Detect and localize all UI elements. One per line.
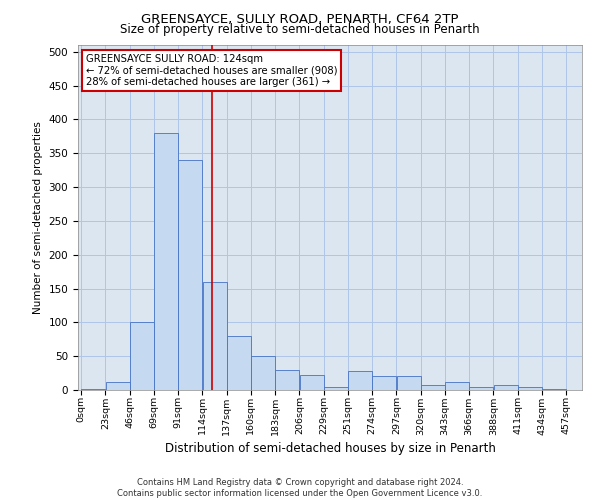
Bar: [299, 375, 323, 390]
Bar: [445, 382, 469, 390]
Bar: [106, 382, 130, 390]
Bar: [154, 133, 178, 390]
Bar: [324, 386, 348, 390]
Bar: [130, 322, 154, 390]
Text: GREENSAYCE SULLY ROAD: 124sqm
← 72% of semi-detached houses are smaller (908)
28: GREENSAYCE SULLY ROAD: 124sqm ← 72% of s…: [86, 54, 337, 87]
Bar: [542, 388, 566, 390]
Bar: [348, 371, 372, 390]
Bar: [178, 160, 202, 390]
Y-axis label: Number of semi-detached properties: Number of semi-detached properties: [33, 121, 43, 314]
Bar: [227, 336, 251, 390]
Bar: [421, 384, 445, 390]
Bar: [251, 356, 275, 390]
Text: Contains HM Land Registry data © Crown copyright and database right 2024.
Contai: Contains HM Land Registry data © Crown c…: [118, 478, 482, 498]
Bar: [518, 386, 542, 390]
Bar: [82, 388, 105, 390]
Bar: [275, 370, 299, 390]
Bar: [469, 386, 493, 390]
Bar: [203, 282, 227, 390]
X-axis label: Distribution of semi-detached houses by size in Penarth: Distribution of semi-detached houses by …: [164, 442, 496, 454]
Text: GREENSAYCE, SULLY ROAD, PENARTH, CF64 2TP: GREENSAYCE, SULLY ROAD, PENARTH, CF64 2T…: [141, 12, 459, 26]
Bar: [494, 384, 518, 390]
Text: Size of property relative to semi-detached houses in Penarth: Size of property relative to semi-detach…: [120, 22, 480, 36]
Bar: [373, 376, 396, 390]
Bar: [397, 376, 421, 390]
